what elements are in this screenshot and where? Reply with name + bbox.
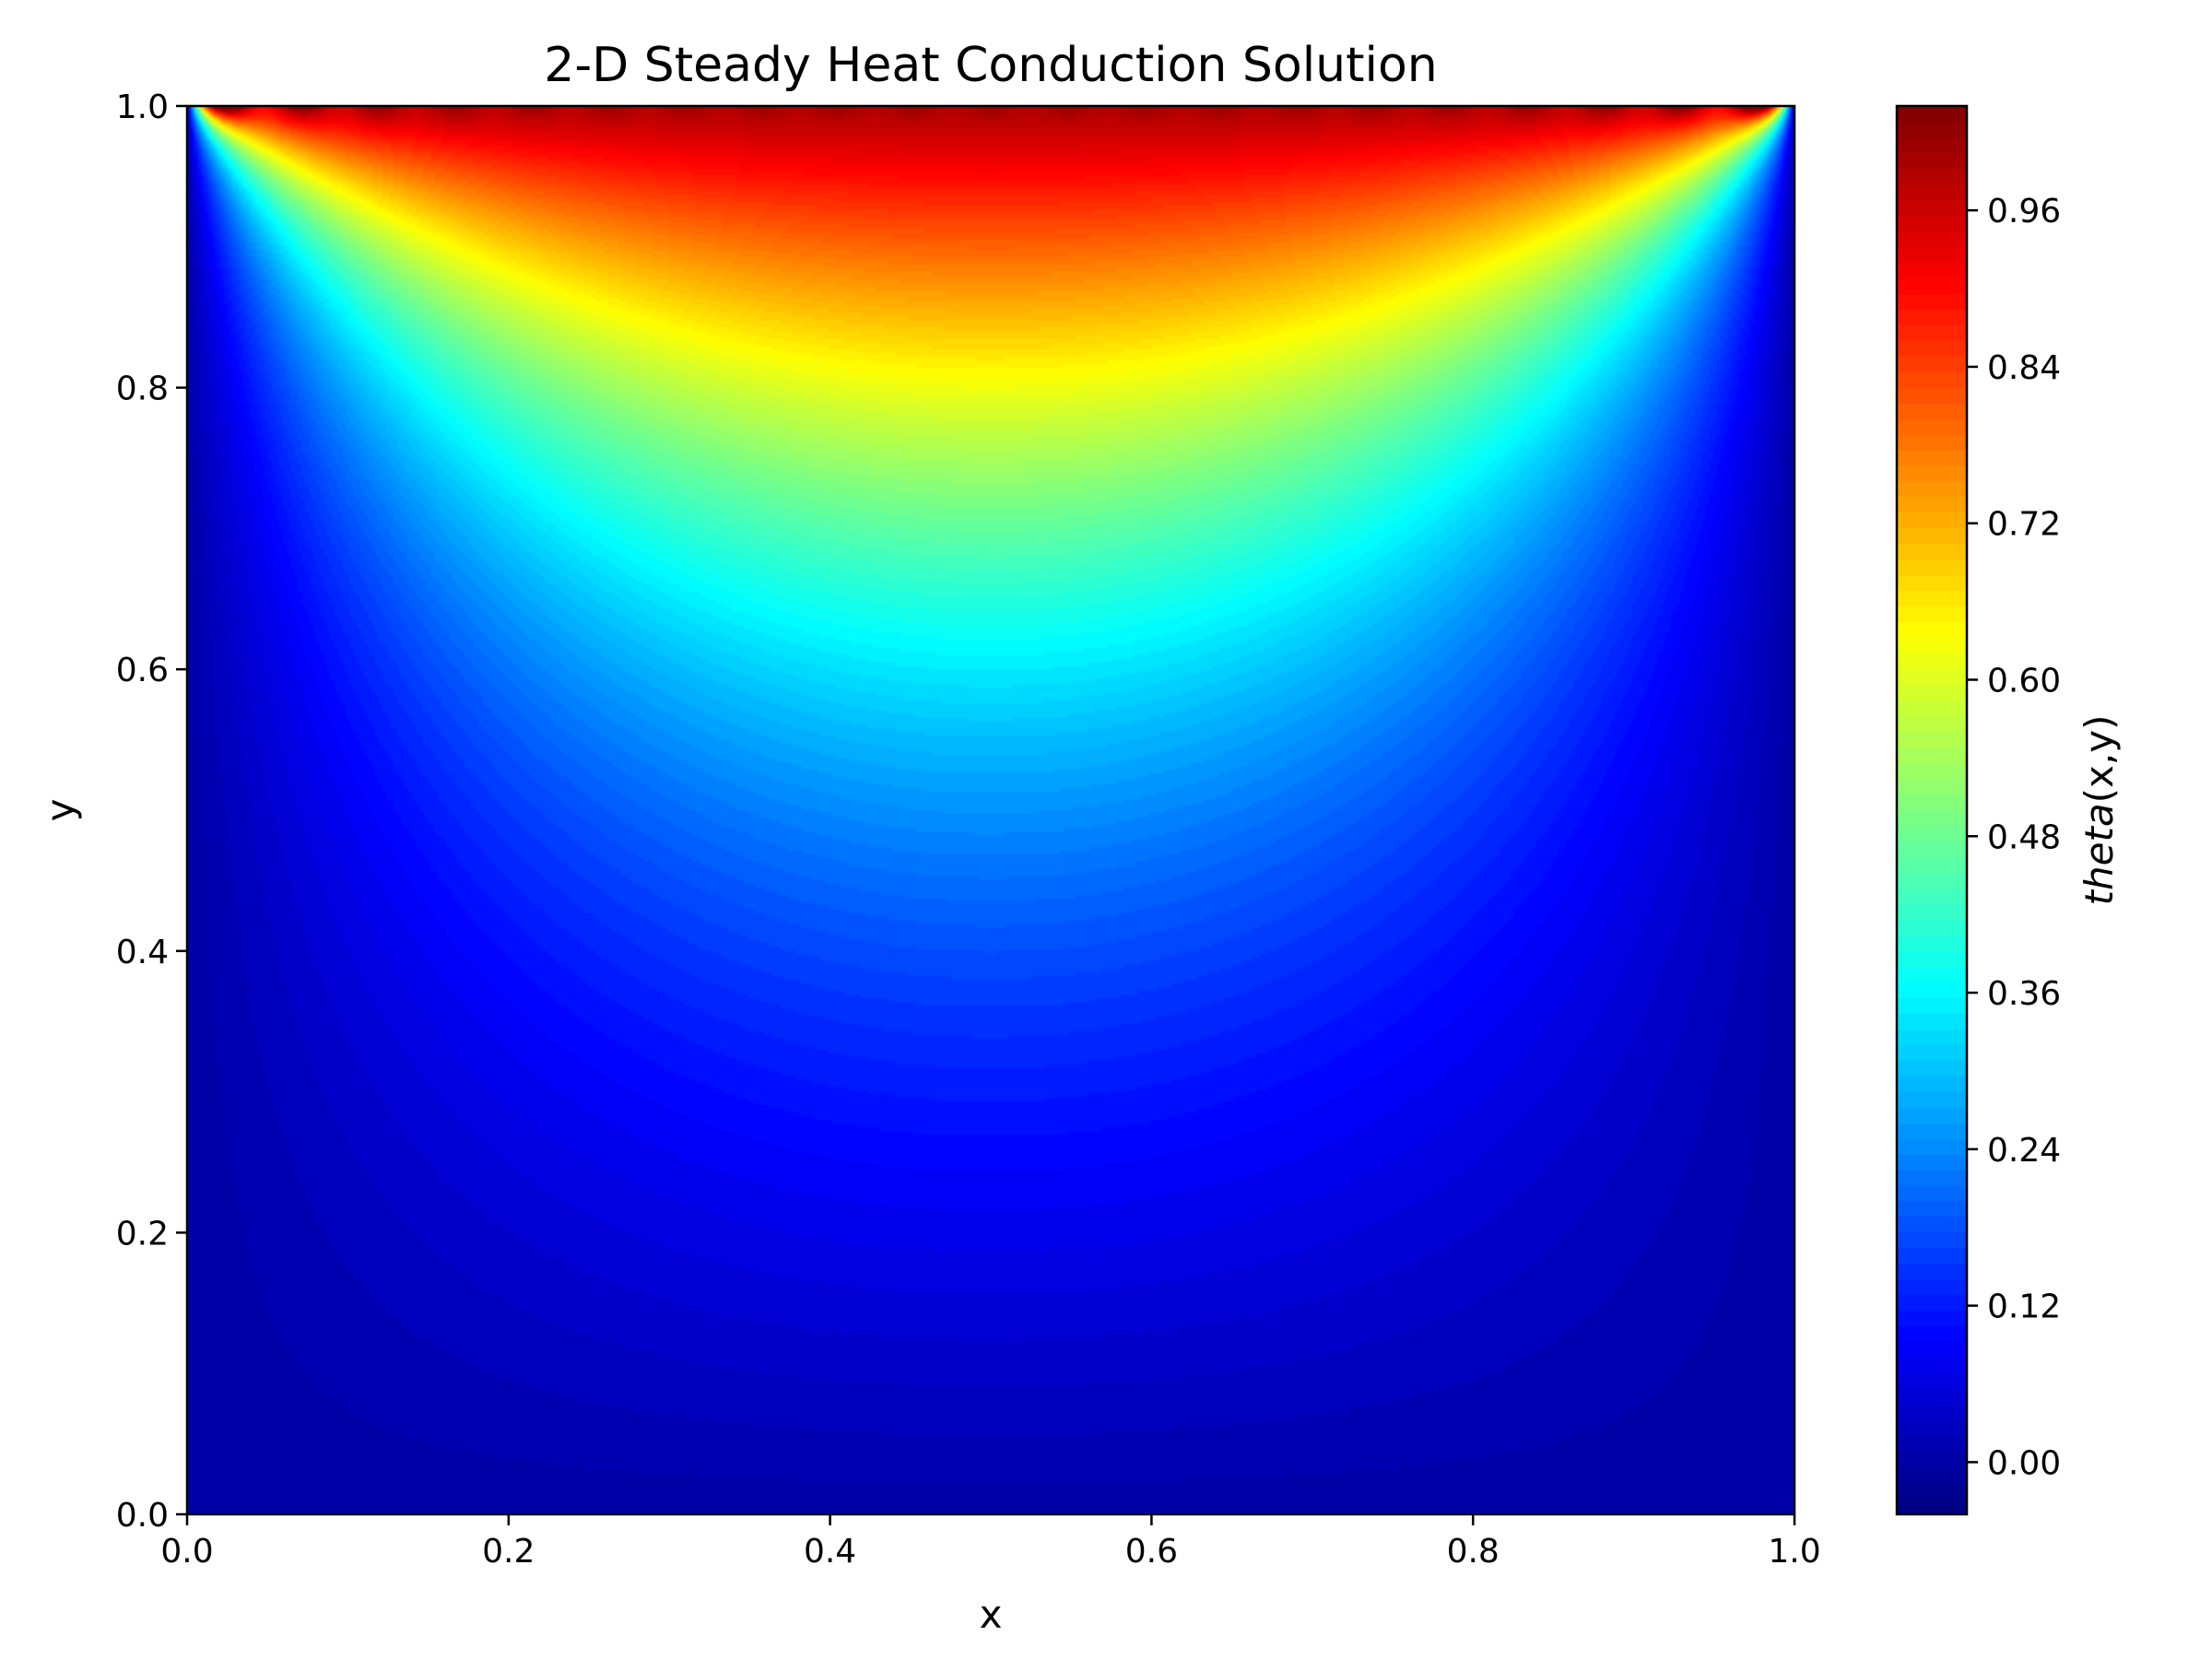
x-tick-label: 0.6 [1125,1533,1178,1571]
x-tick-label: 1.0 [1768,1533,1820,1571]
colorbar-frame [1895,104,1969,1516]
x-tick-label: 0.8 [1447,1533,1500,1571]
colorbar-axis: 0.00 0.12 0.24 0.36 0.48 0.60 0.72 0.84 0.96 [1967,193,2061,1482]
y-tick-label: 1.0 [116,88,169,126]
colorbar-tick-label: 0.72 [1987,506,2061,544]
x-axis-label: x [980,1592,1003,1637]
x-tick-label: 0.2 [482,1533,535,1571]
colorbar-label: theta(x,y) [2077,715,2122,906]
x-tick-label: 0.0 [160,1533,213,1571]
colorbar-tick-label: 0.84 [1987,349,2061,387]
y-tick-label: 0.2 [116,1215,169,1253]
y-tick-label: 0.8 [116,371,169,408]
y-tick-label: 0.0 [116,1497,169,1535]
colorbar-tick-label: 0.60 [1987,663,2061,700]
x-axis: 0.0 0.2 0.4 0.6 0.8 1.0 [160,1514,1821,1571]
y-tick-label: 0.4 [116,934,169,971]
colorbar-gradient [1897,106,1967,1514]
heatmap-plot-area [187,106,1794,1514]
y-tick-label: 0.6 [116,652,169,689]
colorbar-tick-label: 0.48 [1987,818,2061,856]
colorbar-tick-label: 0.12 [1987,1288,2061,1326]
colorbar-tick-label: 0.00 [1987,1444,2061,1482]
colorbar-label-rest: (x,y) [2077,715,2122,804]
colorbar-tick-label: 0.96 [1987,193,2061,230]
x-tick-label: 0.4 [804,1533,856,1571]
y-axis-label: y [38,799,83,822]
colorbar-tick-label: 0.36 [1987,975,2061,1013]
y-axis: 0.0 0.2 0.4 0.6 0.8 1.0 [116,88,187,1535]
chart-title: 2-D Steady Heat Conduction Solution [544,38,1437,93]
colorbar-label-italic: theta [2077,803,2122,905]
colorbar-tick-label: 0.24 [1987,1132,2061,1170]
plot-frame [185,104,1796,1516]
